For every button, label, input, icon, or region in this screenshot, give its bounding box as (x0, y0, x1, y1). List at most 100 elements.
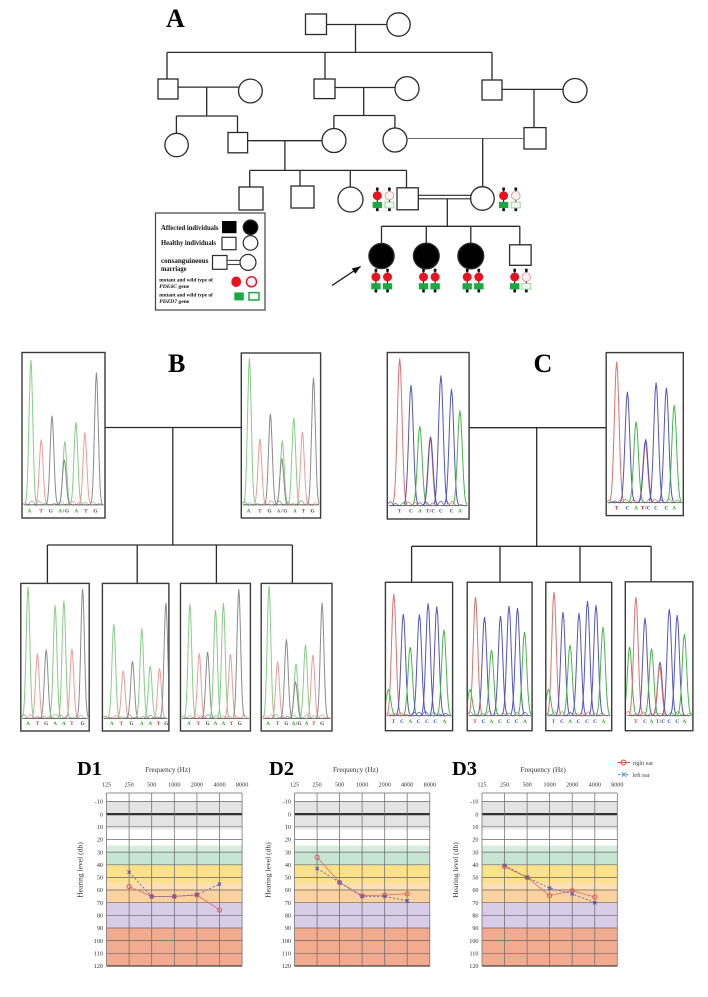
svg-text:Affected individuals: Affected individuals (161, 225, 219, 232)
svg-text:A: A (62, 721, 66, 727)
svg-text:1000: 1000 (356, 782, 368, 789)
svg-text:G: G (283, 509, 287, 515)
svg-text:T: T (84, 509, 88, 515)
svg-text:/: / (62, 509, 65, 515)
svg-text:T: T (302, 509, 306, 515)
svg-text:A: A (458, 509, 462, 515)
svg-text:8000: 8000 (611, 782, 623, 789)
svg-text:70: 70 (285, 900, 291, 907)
svg-text:50: 50 (472, 875, 478, 882)
svg-text:A: A (247, 509, 251, 515)
svg-text:C: C (577, 719, 581, 725)
svg-text:right ear: right ear (633, 760, 654, 767)
svg-text:mutant and wild type of: mutant and wild type of (159, 277, 213, 283)
svg-text:C: C (675, 719, 679, 725)
svg-text:A: A (140, 721, 144, 727)
svg-text:30: 30 (97, 849, 103, 856)
svg-text:120: 120 (282, 963, 291, 970)
svg-text:C: C (560, 719, 564, 725)
svg-text:A: A (110, 721, 114, 727)
svg-text:C: C (439, 509, 443, 515)
svg-text:C: C (515, 719, 519, 725)
svg-text:30: 30 (285, 849, 291, 856)
svg-text:PDZD7 gene: PDZD7 gene (159, 299, 189, 305)
svg-text:A: A (166, 4, 185, 33)
svg-text:/: / (429, 509, 432, 515)
svg-text:G: G (310, 509, 314, 515)
svg-text:G: G (267, 509, 271, 515)
svg-text:T: T (552, 719, 556, 725)
svg-text:250: 250 (500, 782, 509, 789)
svg-text:A: A (53, 721, 57, 727)
svg-text:125: 125 (477, 782, 486, 789)
svg-text:G: G (297, 721, 301, 727)
svg-text:A: A (634, 506, 638, 512)
svg-text:4000: 4000 (213, 782, 225, 789)
svg-text:G: G (238, 721, 242, 727)
svg-text:C: C (507, 719, 511, 725)
svg-text:40: 40 (97, 862, 103, 869)
svg-text:T: T (230, 721, 234, 727)
svg-text:C: C (585, 719, 589, 725)
svg-text:A: A (602, 719, 606, 725)
svg-text:A: A (214, 721, 218, 727)
svg-text:8000: 8000 (424, 782, 436, 789)
svg-text:A: A (672, 506, 676, 512)
svg-text:G: G (164, 721, 168, 727)
svg-text:20: 20 (285, 837, 291, 844)
svg-text:90: 90 (472, 925, 478, 932)
svg-text:T: T (258, 509, 262, 515)
svg-text:50: 50 (285, 875, 291, 882)
svg-text:left ear: left ear (633, 772, 650, 779)
svg-text:T: T (641, 506, 645, 512)
svg-text:90: 90 (97, 925, 103, 932)
svg-text:0: 0 (100, 811, 103, 818)
svg-text:C: C (643, 719, 647, 725)
svg-text:T: T (656, 719, 660, 725)
svg-text:20: 20 (472, 837, 478, 844)
svg-text:mutant and wild type of: mutant and wild type of (159, 292, 213, 298)
svg-text:Frequency (Hz): Frequency (Hz) (520, 766, 566, 774)
svg-text:consanguineous: consanguineous (161, 258, 209, 265)
svg-text:C: C (400, 719, 404, 725)
svg-text:30: 30 (472, 849, 478, 856)
svg-text:A: A (222, 721, 226, 727)
svg-text:C: C (625, 506, 629, 512)
svg-text:10: 10 (285, 824, 291, 831)
svg-text:C: C (425, 719, 429, 725)
svg-text:G: G (44, 721, 48, 727)
svg-text:G: G (93, 509, 97, 515)
svg-text:100: 100 (469, 938, 478, 945)
svg-text:0: 0 (288, 811, 291, 818)
svg-text:60: 60 (472, 887, 478, 894)
svg-text:Frequency (Hz): Frequency (Hz) (145, 766, 191, 774)
svg-text:-10: -10 (95, 799, 103, 806)
svg-text:A: A (408, 719, 412, 725)
svg-text:A: A (650, 719, 654, 725)
svg-text:50: 50 (97, 875, 103, 882)
svg-text:D1: D1 (77, 758, 102, 780)
svg-text:T: T (36, 721, 40, 727)
svg-text:2000: 2000 (379, 782, 391, 789)
svg-text:G: G (81, 721, 85, 727)
svg-text:Healthy individuals: Healthy individuals (161, 240, 216, 247)
svg-text:500: 500 (335, 782, 344, 789)
svg-text:500: 500 (147, 782, 156, 789)
svg-text:T: T (196, 721, 200, 727)
svg-text:/: / (659, 719, 662, 725)
svg-text:A: A (490, 719, 494, 725)
svg-text:G: G (206, 721, 210, 727)
svg-text:B: B (168, 349, 185, 378)
svg-text:500: 500 (522, 782, 531, 789)
svg-text:1000: 1000 (168, 782, 180, 789)
svg-text:T: T (276, 721, 280, 727)
svg-text:A: A (443, 719, 447, 725)
svg-text:0: 0 (475, 811, 478, 818)
svg-text:T: T (39, 509, 43, 515)
svg-text:Frequency (Hz): Frequency (Hz) (333, 766, 379, 774)
svg-text:90: 90 (285, 925, 291, 932)
svg-text:C: C (647, 506, 651, 512)
svg-text:-10: -10 (283, 799, 291, 806)
svg-text:60: 60 (97, 887, 103, 894)
svg-text:T: T (312, 721, 316, 727)
